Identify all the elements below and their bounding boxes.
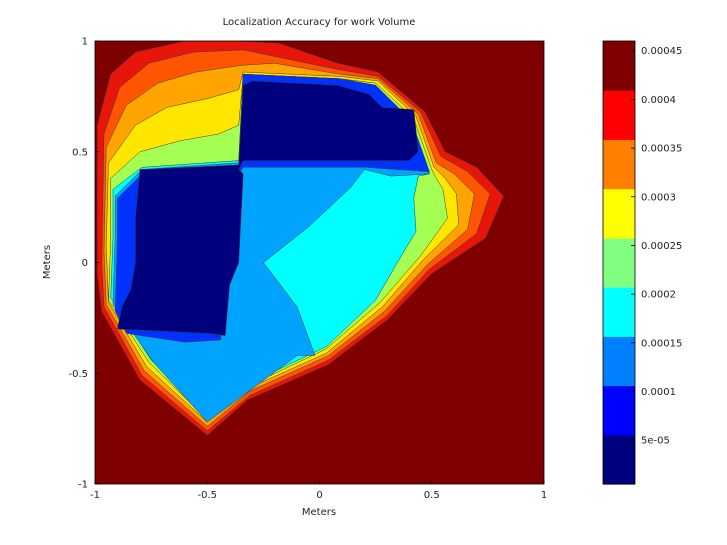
- colorbar-tick-label: 5e-05: [641, 436, 670, 447]
- colorbar-ticks: 5e-05 0.0001 0.00015 0.0002 0.00025 0.0003 0.0…: [631, 46, 682, 447]
- y-axis-label: Meters: [42, 245, 53, 279]
- colorbar-frame: [602, 40, 636, 485]
- colorbar-band: [603, 139, 635, 190]
- y-tick-label: 0: [82, 258, 88, 269]
- chart-title: Localization Accuracy for work Volume: [223, 17, 416, 28]
- x-tick-label: 1: [541, 490, 547, 501]
- colorbar-band: [603, 41, 635, 91]
- colorbar-band: [603, 287, 635, 337]
- colorbar-tick-label: 0.0001: [641, 387, 676, 398]
- colorbar-band: [603, 385, 635, 436]
- x-tick-label: 0.5: [424, 490, 440, 501]
- colorbar-tick-label: 0.00035: [641, 144, 682, 155]
- colorbar-bands: [603, 41, 635, 485]
- y-tick-label: 1: [82, 37, 88, 48]
- plot-area: [94, 40, 545, 485]
- colorbar-tick-label: 0.0003: [641, 192, 676, 203]
- x-tick-label: -1: [90, 490, 100, 501]
- y-axis-ticks: -1 -0.5 0 0.5 1: [68, 37, 99, 491]
- colorbar-band: [603, 434, 635, 485]
- colorbar-band: [603, 90, 635, 140]
- y-tick-label: -0.5: [68, 369, 88, 380]
- colorbar-tick-label: 0.00025: [641, 241, 682, 252]
- colorbar-tick-label: 0.0002: [641, 290, 676, 301]
- x-axis-label: Meters: [302, 507, 336, 518]
- y-tick-label: 0.5: [72, 147, 88, 158]
- colorbar-band: [603, 237, 635, 288]
- colorbar-band: [603, 188, 635, 239]
- contour-layer: [96, 41, 504, 436]
- colorbar-tick-label: 0.00045: [641, 46, 682, 57]
- contour-region-8: [117, 80, 419, 336]
- colorbar-tick-label: 0.0004: [641, 95, 676, 106]
- x-tick-label: -0.5: [197, 490, 217, 501]
- colorbar: 5e-05 0.0001 0.00015 0.0002 0.00025 0.0003 0.0…: [602, 40, 682, 485]
- colorbar-tick-label: 0.00015: [641, 338, 682, 349]
- x-tick-label: 0: [316, 490, 322, 501]
- x-axis-ticks: -1 -0.5 0 0.5 1: [90, 480, 547, 501]
- colorbar-band: [603, 336, 635, 387]
- y-tick-label: -1: [78, 480, 88, 491]
